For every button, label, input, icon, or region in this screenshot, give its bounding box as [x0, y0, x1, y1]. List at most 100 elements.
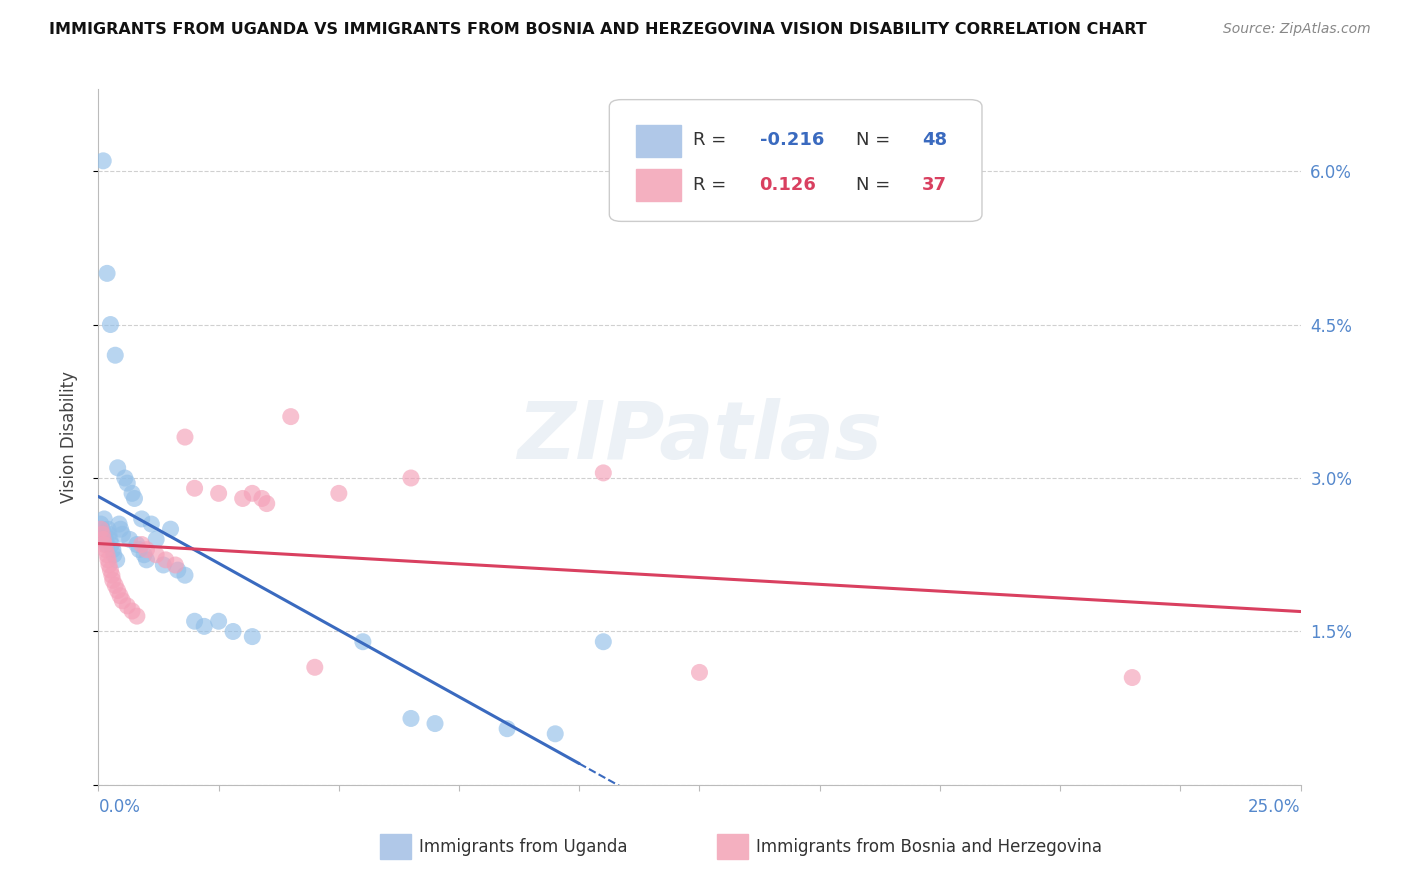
Text: Immigrants from Uganda: Immigrants from Uganda [419, 838, 627, 855]
Point [90, 522, 112, 536]
Point [125, 537, 148, 551]
Point [183, 614, 205, 628]
Point [100, 318, 122, 332]
Point [110, 522, 132, 536]
Text: N =: N = [856, 131, 896, 149]
Text: IMMIGRANTS FROM UGANDA VS IMMIGRANTS FROM BOSNIA AND HERZEGOVINA VISION DISABILI: IMMIGRANTS FROM UGANDA VS IMMIGRANTS FRO… [49, 22, 1147, 37]
Point [124, 491, 146, 506]
Point [496, 722, 519, 736]
Point [98, 527, 121, 541]
Point [121, 486, 143, 500]
Point [91, 522, 114, 536]
Text: 25.0%: 25.0% [1249, 798, 1301, 816]
Text: Immigrants from Bosnia and Herzegovina: Immigrants from Bosnia and Herzegovina [756, 838, 1102, 855]
Point [91, 153, 114, 168]
Point [208, 486, 231, 500]
Point [101, 574, 124, 588]
Text: 0.0%: 0.0% [98, 798, 141, 816]
Point [100, 563, 122, 577]
Text: 48: 48 [922, 131, 948, 149]
Point [141, 516, 163, 531]
Point [352, 634, 374, 648]
Point [152, 558, 174, 572]
Point [91, 533, 114, 547]
Point [104, 348, 127, 362]
Point [222, 624, 245, 639]
Point [98, 558, 121, 572]
Point [592, 634, 614, 648]
Point [256, 497, 278, 511]
Point [96, 537, 118, 551]
Point [166, 563, 188, 577]
Point [280, 409, 302, 424]
Point [155, 553, 177, 567]
Point [328, 486, 350, 500]
Point [240, 630, 263, 644]
Point [93, 537, 115, 551]
Point [94, 533, 117, 547]
Point [125, 609, 148, 624]
FancyBboxPatch shape [636, 169, 682, 201]
Point [96, 266, 118, 280]
Point [105, 553, 128, 567]
Point [98, 533, 121, 547]
Point [121, 604, 143, 618]
Point [104, 578, 127, 592]
Point [114, 471, 136, 485]
FancyBboxPatch shape [609, 100, 981, 221]
Point [131, 537, 153, 551]
Point [183, 481, 205, 495]
Point [592, 466, 614, 480]
Point [1121, 671, 1143, 685]
Point [118, 533, 141, 547]
Point [111, 594, 134, 608]
Point [101, 568, 124, 582]
Point [90, 516, 112, 531]
Point [107, 583, 129, 598]
Text: R =: R = [693, 176, 733, 194]
Point [145, 548, 167, 562]
Point [399, 471, 422, 485]
Point [117, 599, 139, 613]
Point [94, 527, 117, 541]
Point [131, 512, 153, 526]
Point [96, 548, 118, 562]
Point [145, 533, 167, 547]
Point [304, 660, 326, 674]
Point [103, 548, 125, 562]
Y-axis label: Vision Disability: Vision Disability [59, 371, 77, 503]
Point [159, 522, 181, 536]
Point [399, 711, 422, 725]
Point [97, 522, 120, 536]
Point [135, 553, 157, 567]
Point [250, 491, 273, 506]
Point [111, 527, 134, 541]
Point [174, 568, 197, 582]
Point [232, 491, 254, 506]
Point [423, 716, 446, 731]
Point [97, 553, 120, 567]
Point [132, 548, 155, 562]
Point [165, 558, 187, 572]
Point [100, 537, 122, 551]
Text: -0.216: -0.216 [759, 131, 824, 149]
Text: 0.126: 0.126 [759, 176, 817, 194]
Point [94, 542, 117, 557]
Text: R =: R = [693, 131, 733, 149]
Point [128, 542, 150, 557]
Text: ZIPatlas: ZIPatlas [517, 398, 882, 476]
Point [240, 486, 263, 500]
Point [193, 619, 215, 633]
Text: N =: N = [856, 176, 896, 194]
Point [135, 542, 157, 557]
FancyBboxPatch shape [636, 125, 682, 157]
Text: Source: ZipAtlas.com: Source: ZipAtlas.com [1223, 22, 1371, 37]
Point [91, 527, 114, 541]
Point [117, 476, 139, 491]
Point [107, 460, 129, 475]
Point [108, 589, 131, 603]
Point [689, 665, 711, 680]
Point [208, 614, 231, 628]
Point [93, 512, 115, 526]
Point [101, 542, 124, 557]
